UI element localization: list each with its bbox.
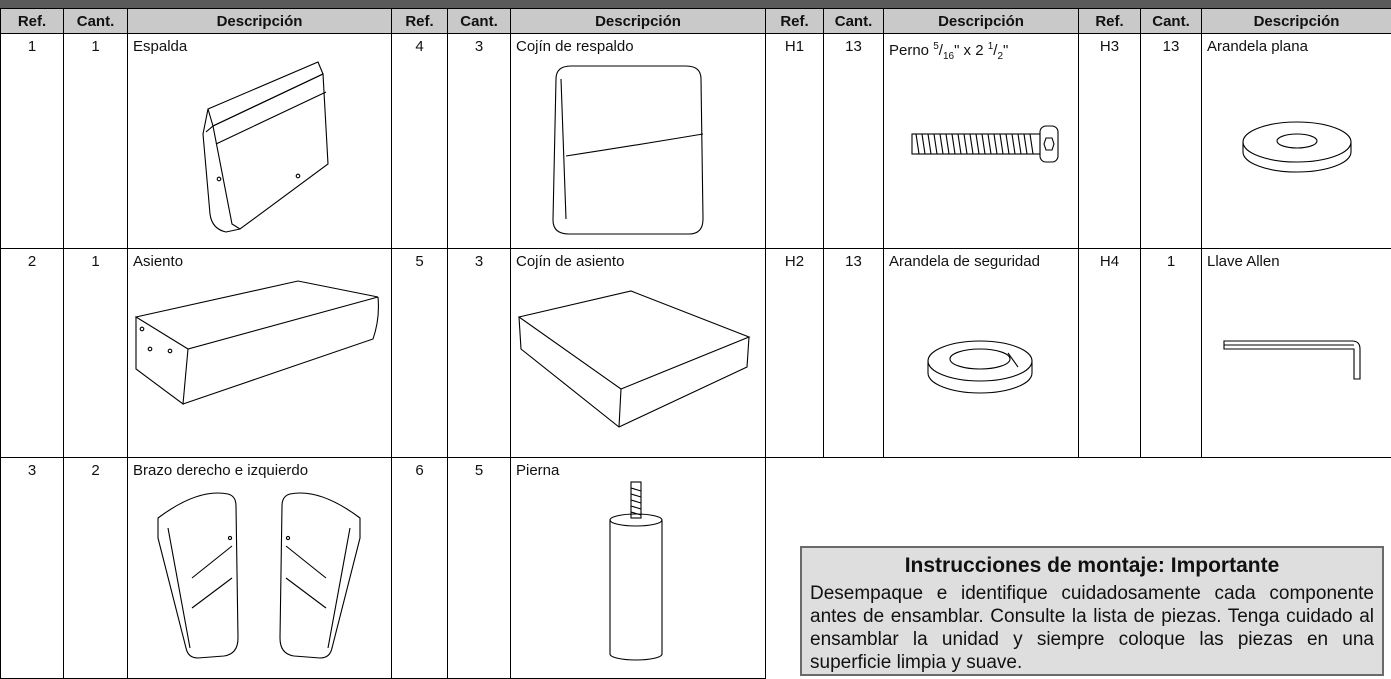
qty: 13: [1141, 34, 1202, 249]
desc-cell: Asiento: [128, 249, 392, 458]
header: Ref.: [1, 9, 64, 34]
illustration: [128, 249, 391, 457]
illustration: [1202, 249, 1391, 457]
instructions-body: Desempaque e identifique cuidadosamente …: [810, 582, 1374, 674]
qty: 13: [824, 34, 884, 249]
ref: 2: [1, 249, 64, 458]
desc-cell: Pierna: [511, 458, 766, 679]
header: Ref.: [392, 9, 448, 34]
row: 1 1 Espalda 4 3 Cojín de respaldo H1 13 …: [1, 34, 1391, 249]
ref: 5: [392, 249, 448, 458]
header: Descripción: [128, 9, 392, 34]
desc-cell: Llave Allen: [1202, 249, 1391, 458]
header-row: Ref.Cant.Descripción Ref.Cant.Descripció…: [1, 9, 1391, 34]
ref: H1: [766, 34, 824, 249]
ref: 6: [392, 458, 448, 679]
illustration: [884, 34, 1078, 248]
page: Ref.Cant.Descripción Ref.Cant.Descripció…: [0, 0, 1391, 661]
desc-cell: Brazo derecho e izquierdo: [128, 458, 392, 679]
desc-cell: Arandela plana: [1202, 34, 1391, 249]
ref: 3: [1, 458, 64, 679]
illustration: [1202, 34, 1391, 248]
qty: 1: [64, 249, 128, 458]
desc-cell: Arandela de seguridad: [884, 249, 1079, 458]
desc-cell: Cojín de asiento: [511, 249, 766, 458]
qty: 1: [1141, 249, 1202, 458]
header: Descripción: [1202, 9, 1391, 34]
qty: 3: [448, 249, 511, 458]
qty: 3: [448, 34, 511, 249]
illustration: [128, 458, 391, 678]
desc-cell: Espalda: [128, 34, 392, 249]
header: Cant.: [824, 9, 884, 34]
top-bar: [0, 0, 1391, 8]
illustration: [511, 34, 765, 248]
illustration: [511, 458, 765, 678]
header: Ref.: [766, 9, 824, 34]
illustration: [128, 34, 391, 248]
instructions-title: Instrucciones de montaje: Importante: [810, 554, 1374, 578]
ref: H4: [1079, 249, 1141, 458]
illustration: [511, 249, 765, 457]
header: Cant.: [64, 9, 128, 34]
qty: 5: [448, 458, 511, 679]
header: Cant.: [1141, 9, 1202, 34]
qty: 13: [824, 249, 884, 458]
qty: 2: [64, 458, 128, 679]
desc-cell: Perno 5/16" x 2 1/2": [884, 34, 1079, 249]
ref: 1: [1, 34, 64, 249]
header: Descripción: [511, 9, 766, 34]
ref: 4: [392, 34, 448, 249]
row: 2 1 Asiento 5 3 Cojín de asiento H2 13 A…: [1, 249, 1391, 458]
header: Cant.: [448, 9, 511, 34]
ref: H2: [766, 249, 824, 458]
illustration: [884, 249, 1078, 457]
desc-cell: Cojín de respaldo: [511, 34, 766, 249]
instructions-box: Instrucciones de montaje: Importante Des…: [800, 546, 1384, 676]
header: Descripción: [884, 9, 1079, 34]
header: Ref.: [1079, 9, 1141, 34]
ref: H3: [1079, 34, 1141, 249]
qty: 1: [64, 34, 128, 249]
